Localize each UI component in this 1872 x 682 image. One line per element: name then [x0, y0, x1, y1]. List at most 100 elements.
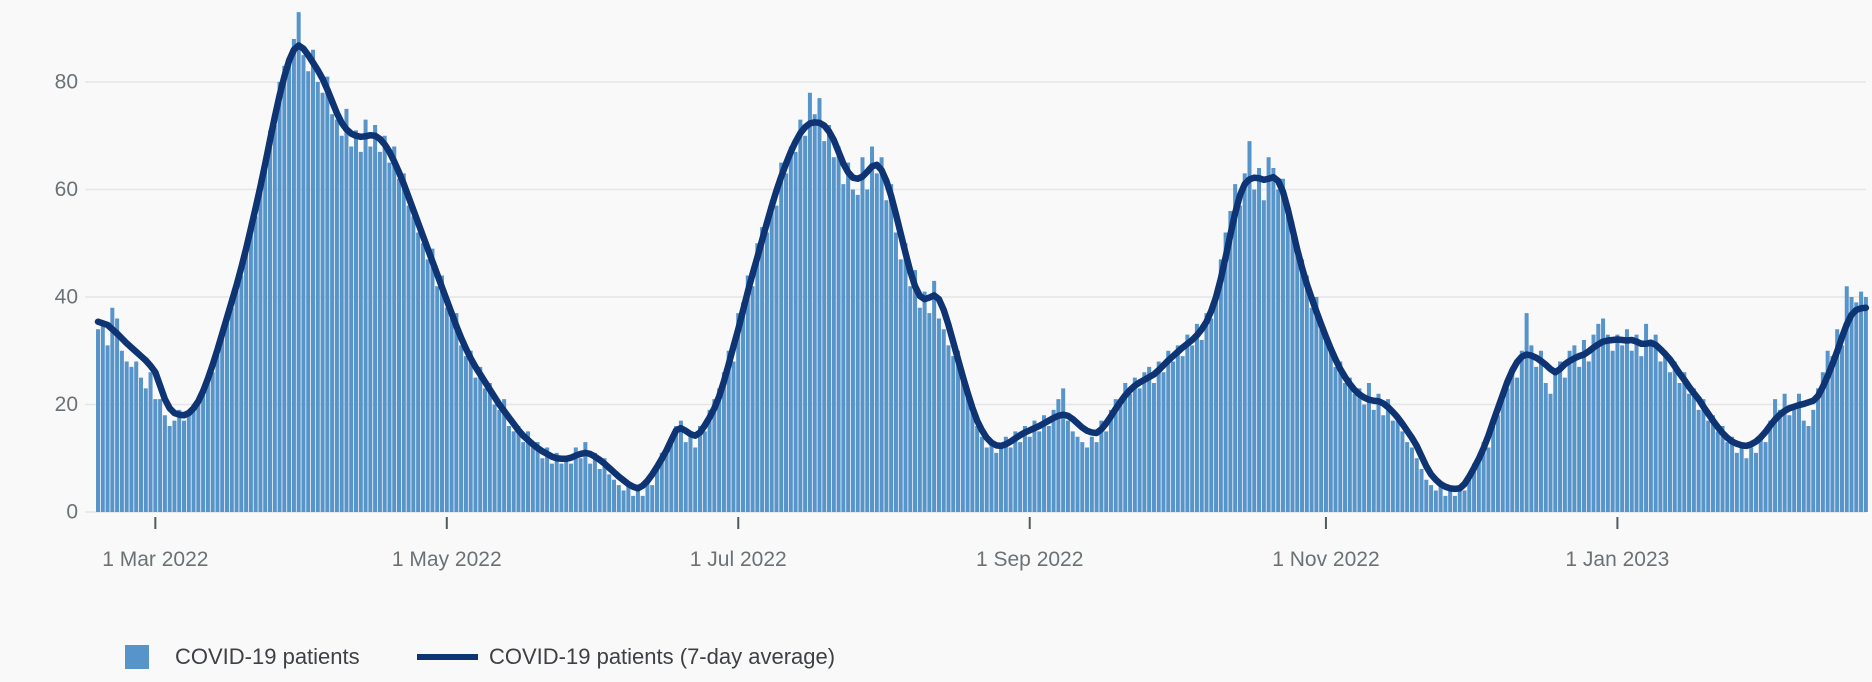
bar[interactable] [248, 221, 253, 512]
bar[interactable] [951, 356, 956, 513]
bar[interactable] [616, 485, 621, 513]
bar[interactable] [793, 151, 798, 513]
bar[interactable] [1839, 345, 1844, 513]
bar[interactable] [1534, 366, 1539, 513]
bar[interactable] [349, 146, 354, 513]
bar[interactable] [1075, 436, 1080, 512]
bar[interactable] [564, 458, 569, 512]
bar[interactable] [693, 447, 698, 513]
bar[interactable] [1500, 393, 1505, 512]
bar[interactable] [373, 125, 378, 512]
bar[interactable] [1190, 345, 1195, 513]
bar[interactable] [220, 329, 225, 512]
bar[interactable] [1333, 366, 1338, 513]
bar[interactable] [263, 157, 268, 512]
bar[interactable] [1271, 168, 1276, 512]
bar[interactable] [167, 426, 172, 512]
bar[interactable] [741, 302, 746, 513]
bar[interactable] [578, 458, 583, 512]
bar[interactable] [1013, 431, 1018, 513]
bar[interactable] [1018, 442, 1023, 513]
bar[interactable] [406, 205, 411, 513]
bar[interactable] [272, 125, 277, 512]
bar[interactable] [397, 178, 402, 512]
bar[interactable] [1610, 350, 1615, 512]
bar[interactable] [1094, 442, 1099, 513]
bar[interactable] [769, 200, 774, 512]
bar[interactable] [1572, 345, 1577, 513]
bar[interactable] [1419, 469, 1424, 512]
bar[interactable] [416, 232, 421, 513]
bar[interactable] [549, 463, 554, 513]
bar[interactable] [1667, 372, 1672, 512]
bar[interactable] [239, 275, 244, 513]
bar[interactable] [1328, 345, 1333, 513]
bar[interactable] [1042, 415, 1047, 512]
bar[interactable] [678, 420, 683, 513]
bar[interactable] [726, 350, 731, 512]
bar[interactable] [970, 404, 975, 513]
bar[interactable] [1682, 372, 1687, 512]
bar[interactable] [440, 275, 445, 513]
bar[interactable] [1414, 458, 1419, 512]
bar[interactable] [1467, 474, 1472, 513]
bar[interactable] [1147, 366, 1152, 513]
bar[interactable] [301, 55, 306, 513]
bar[interactable] [607, 474, 612, 513]
bar[interactable] [1739, 442, 1744, 513]
bar[interactable] [583, 442, 588, 513]
bar[interactable] [1061, 388, 1066, 513]
bar[interactable] [172, 420, 177, 513]
bar[interactable] [764, 232, 769, 513]
bar[interactable] [1648, 340, 1653, 512]
bar[interactable] [779, 162, 784, 513]
bar[interactable] [1343, 383, 1348, 512]
bar[interactable] [946, 345, 951, 513]
bar[interactable] [1720, 426, 1725, 512]
bar[interactable] [1429, 485, 1434, 513]
bar[interactable] [612, 479, 617, 512]
bar[interactable] [1099, 420, 1104, 513]
bar[interactable] [210, 372, 215, 512]
bar[interactable] [1519, 350, 1524, 512]
bar[interactable] [1204, 313, 1209, 513]
bar[interactable] [191, 404, 196, 513]
bar[interactable] [1558, 361, 1563, 513]
bar[interactable] [229, 307, 234, 512]
bar[interactable] [707, 409, 712, 513]
bar[interactable] [932, 280, 937, 513]
bar[interactable] [803, 135, 808, 512]
bar[interactable] [1782, 393, 1787, 512]
bar[interactable] [1854, 302, 1859, 513]
bar[interactable] [1405, 442, 1410, 513]
bar[interactable] [1223, 232, 1228, 513]
bar[interactable] [1486, 447, 1491, 513]
bar[interactable] [874, 173, 879, 513]
bar[interactable] [153, 399, 158, 513]
bar[interactable] [1123, 383, 1128, 512]
bar[interactable] [1166, 350, 1171, 512]
bar[interactable] [1257, 168, 1262, 512]
bar[interactable] [1443, 495, 1448, 513]
bar[interactable] [1634, 334, 1639, 513]
bar[interactable] [444, 307, 449, 512]
bar[interactable] [502, 399, 507, 513]
bar[interactable] [1476, 458, 1481, 512]
bar[interactable] [1409, 447, 1414, 513]
bar[interactable] [1089, 436, 1094, 512]
bar[interactable] [139, 377, 143, 513]
bar[interactable] [1620, 345, 1625, 513]
bar[interactable] [1376, 393, 1381, 512]
bar[interactable] [1691, 388, 1696, 513]
bar[interactable] [1357, 388, 1362, 513]
bar[interactable] [1734, 452, 1739, 513]
bar[interactable] [1835, 329, 1840, 512]
bar[interactable] [110, 307, 115, 512]
bar[interactable] [922, 291, 927, 513]
bar[interactable] [124, 361, 129, 513]
bar[interactable] [1457, 485, 1462, 513]
bar[interactable] [1758, 436, 1763, 512]
bar[interactable] [1644, 323, 1649, 513]
bar[interactable] [483, 388, 488, 513]
bar[interactable] [377, 151, 382, 513]
